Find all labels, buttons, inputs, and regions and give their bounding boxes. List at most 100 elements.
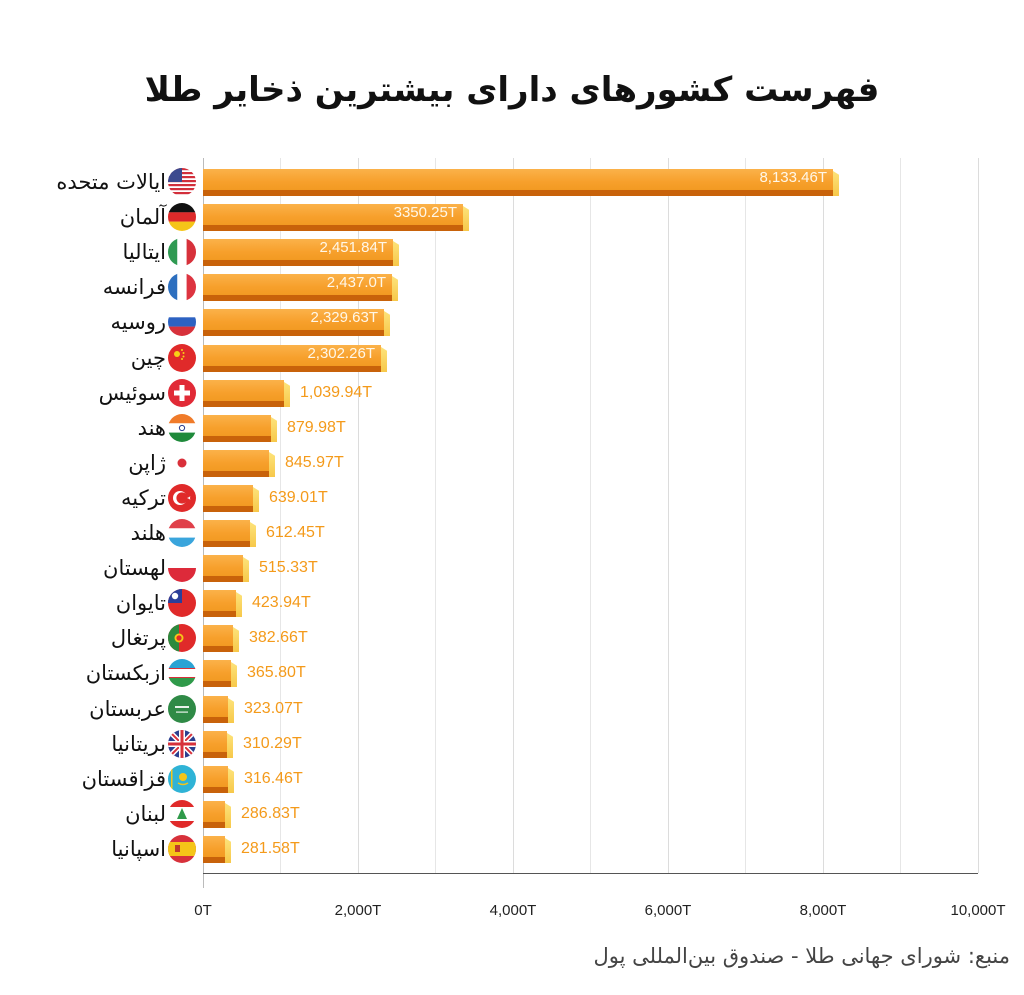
bar-cap: [236, 592, 242, 617]
bar-cap: [463, 206, 469, 231]
italy-flag-icon: [168, 238, 196, 266]
bar: [203, 590, 242, 617]
bar-cap: [253, 487, 259, 512]
bar-face: [203, 625, 233, 646]
country-label: آلمان: [119, 205, 166, 229]
bar-face: [203, 380, 284, 401]
bar-shadow: [203, 366, 381, 372]
x-tick: 8,000T: [799, 902, 847, 919]
bar-face: [203, 660, 231, 681]
bar-shadow: [203, 646, 233, 652]
value-label: 2,437.0T: [326, 274, 386, 291]
saudi-arabia-flag-icon: [168, 695, 196, 723]
value-label: 3350.25T: [393, 204, 457, 221]
value-label: 612.45T: [266, 524, 325, 541]
bar: [203, 801, 231, 828]
value-label: 2,329.63T: [310, 309, 378, 326]
bar-face: [203, 345, 381, 366]
country-label: تایوان: [115, 591, 166, 615]
gridline-minor: [900, 158, 901, 873]
bar-cap: [225, 838, 231, 863]
japan-flag-icon: [168, 449, 196, 477]
bar-face: [203, 485, 253, 506]
bar: [203, 415, 277, 442]
gridline: [513, 158, 514, 873]
bar: [203, 450, 275, 477]
gridline-minor: [280, 158, 281, 873]
turkey-flag-icon: [168, 484, 196, 512]
bar-row: ازبکستان 365.80T: [0, 658, 1024, 688]
bar-cap: [231, 662, 237, 687]
gridline-minor: [435, 158, 436, 873]
bar: [203, 660, 237, 687]
value-label: 365.80T: [247, 664, 306, 681]
bar-cap: [228, 698, 234, 723]
bar: [203, 485, 259, 512]
bar-row: آلمان 3350.25T: [0, 202, 1024, 232]
bar-row: بریتانیا 310.29T: [0, 729, 1024, 759]
gridline: [823, 158, 824, 873]
bar-cap: [228, 768, 234, 793]
bar: [203, 380, 290, 407]
bar-shadow: [203, 295, 392, 301]
bar-row: سوئیس 1,039.94T: [0, 378, 1024, 408]
bar-shadow: [203, 611, 236, 617]
country-label: ژاپن: [128, 451, 166, 475]
bar-face: [203, 590, 236, 611]
value-label: 2,302.26T: [307, 345, 375, 362]
bar-cap: [393, 241, 399, 266]
bar-cap: [227, 733, 233, 758]
bar-shadow: [203, 436, 271, 442]
country-label: فرانسه: [102, 275, 166, 299]
bar-cap: [243, 557, 249, 582]
value-label: 323.07T: [244, 700, 303, 717]
bar-face: [203, 555, 243, 576]
country-label: ایالات متحده: [56, 170, 166, 194]
bar-row: ایالات متحده 8,133.46T: [0, 167, 1024, 197]
uzbekistan-flag-icon: [168, 659, 196, 687]
kazakhstan-flag-icon: [168, 765, 196, 793]
bar: [203, 169, 839, 196]
bar-row: اسپانیا 281.58T: [0, 834, 1024, 864]
country-label: سوئیس: [98, 381, 166, 405]
bar-shadow: [203, 260, 393, 266]
bar-row: هلند 612.45T: [0, 518, 1024, 548]
portugal-flag-icon: [168, 624, 196, 652]
germany-flag-icon: [168, 203, 196, 231]
x-tick: 4,000T: [489, 902, 537, 919]
bar-cap: [284, 382, 290, 407]
bar-cap: [233, 627, 239, 652]
taiwan-flag-icon: [168, 589, 196, 617]
country-label: لبنان: [125, 802, 166, 826]
poland-flag-icon: [168, 554, 196, 582]
bar-row: ژاپن 845.97T: [0, 448, 1024, 478]
bar: [203, 625, 239, 652]
bar-face: [203, 450, 269, 471]
bar-face: [203, 696, 228, 717]
country-label: چین: [130, 346, 166, 370]
value-label: 382.66T: [249, 629, 308, 646]
x-axis-line: [203, 873, 978, 874]
value-label: 423.94T: [252, 594, 311, 611]
bar-shadow: [203, 330, 384, 336]
bar-row: عربستان 323.07T: [0, 694, 1024, 724]
bar-shadow: [203, 401, 284, 407]
value-label: 281.58T: [241, 840, 300, 857]
bar: [203, 239, 399, 266]
netherlands-flag-icon: [168, 519, 196, 547]
bar: [203, 274, 398, 301]
bar-face: [203, 801, 225, 822]
bar-row: روسیه 2,329.63T: [0, 307, 1024, 337]
source-note: منبع: شورای جهانی طلا - صندوق بین‌المللی…: [593, 944, 1010, 968]
value-label: 316.46T: [244, 770, 303, 787]
bar: [203, 696, 234, 723]
bar-face: [203, 520, 250, 541]
country-label: روسیه: [110, 310, 166, 334]
country-label: قزاقستان: [81, 767, 166, 791]
bar-shadow: [203, 681, 231, 687]
bar: [203, 731, 233, 758]
bar-row: هند 879.98T: [0, 413, 1024, 443]
india-flag-icon: [168, 414, 196, 442]
bar-cap: [225, 803, 231, 828]
value-label: 515.33T: [259, 559, 318, 576]
